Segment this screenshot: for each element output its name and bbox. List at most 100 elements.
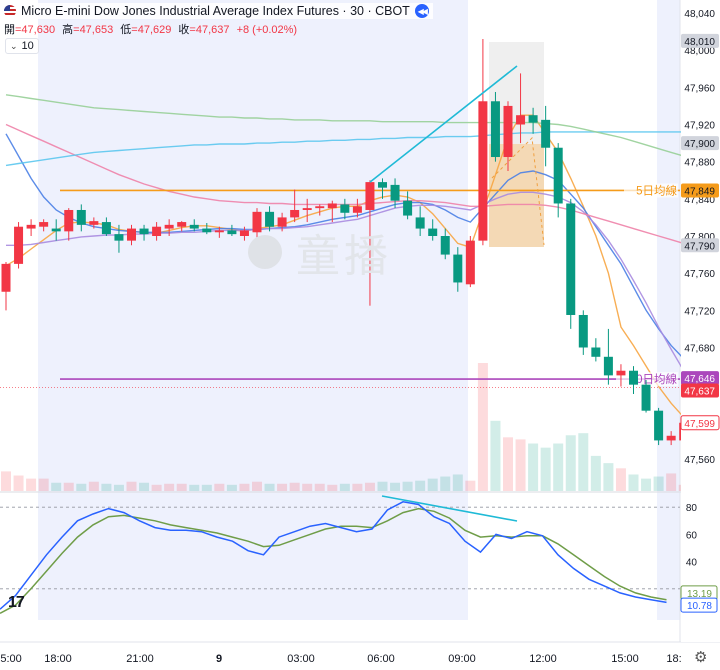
price-axis[interactable]: 48,04048,00047,96047,92047,88047,84047,8… <box>680 0 720 642</box>
close-key: 收 <box>178 24 190 36</box>
candle <box>415 217 425 229</box>
candle <box>591 347 601 357</box>
candle <box>503 105 513 158</box>
candle <box>616 370 626 376</box>
low-value: =47,629 <box>131 24 172 36</box>
high-key: 高 <box>62 24 74 36</box>
time-tick-label: 12:00 <box>529 653 557 665</box>
price-label: 47,900 <box>684 139 715 150</box>
gear-icon[interactable]: ⚙ <box>694 649 708 666</box>
volume-bar <box>26 478 37 491</box>
candle <box>239 230 249 236</box>
candle <box>139 228 149 235</box>
volume-bar <box>339 483 350 491</box>
time-axis[interactable]: 15:00 18:00 21:00 9 03:00 06:00 09:00 12:00 15:0… <box>0 653 682 665</box>
level-label: 5日均線 <box>636 183 677 197</box>
volume-bar <box>477 363 488 491</box>
volume-bar <box>126 481 137 491</box>
candle <box>164 224 174 229</box>
volume-bar <box>528 443 539 491</box>
candle <box>127 228 136 241</box>
volume-bar <box>364 482 375 491</box>
candle <box>390 184 400 201</box>
symbol-header[interactable]: Micro E-mini Dow Jones Industrial Averag… <box>4 3 433 19</box>
stoch-d-line <box>0 507 667 614</box>
price-label-bg <box>681 371 719 386</box>
price-tick-label: 48,040 <box>684 9 715 20</box>
stoch-tick-label: 80 <box>686 503 698 514</box>
volume-bar <box>13 475 24 491</box>
level-label: 10日均線 <box>630 372 678 386</box>
volume-bar <box>578 433 589 491</box>
volume-bar <box>377 481 388 491</box>
candle <box>101 222 111 235</box>
volume-bar <box>176 483 187 491</box>
volume-bar <box>264 483 275 491</box>
candle <box>541 119 551 148</box>
price-label: 47,646 <box>684 374 715 385</box>
candle <box>89 221 99 225</box>
volume-bar <box>352 483 363 491</box>
candle <box>352 206 362 213</box>
time-tick-label: 15:00 <box>611 653 639 665</box>
price-label: 47,599 <box>684 419 715 430</box>
candle <box>603 356 613 376</box>
candle <box>666 435 676 441</box>
candle <box>290 209 300 218</box>
candle <box>528 115 538 123</box>
drawings[interactable] <box>369 65 545 246</box>
indicator-collapse-button[interactable]: ⌄ 10 <box>5 38 39 54</box>
volume-bar <box>390 482 401 491</box>
volume-bar <box>226 484 237 491</box>
high-value: =47,653 <box>73 24 114 36</box>
volume-bar <box>440 476 451 491</box>
moving-average-line <box>5 94 684 157</box>
moving-average-line <box>5 131 684 167</box>
price-label: 47,637 <box>684 386 715 397</box>
price-axis-bg <box>681 0 720 642</box>
volume-bar <box>189 484 200 491</box>
price-tick-label: 48,000 <box>684 46 715 57</box>
candle <box>39 222 49 227</box>
volume-bar <box>653 476 664 491</box>
symbol-title[interactable]: Micro E-mini Dow Jones Industrial Averag… <box>21 4 410 18</box>
watermark-logo-icon <box>248 235 282 269</box>
level-label-bg <box>624 183 678 198</box>
volume-bar <box>101 483 112 491</box>
candle <box>51 228 61 232</box>
stoch-tick-label: 40 <box>686 558 698 569</box>
price-label-bg <box>681 183 719 198</box>
candle <box>340 204 350 213</box>
volume-bar <box>164 483 175 491</box>
low-key: 低 <box>120 24 132 36</box>
gridlines <box>0 0 720 643</box>
candle <box>553 147 563 204</box>
price-label-bg <box>681 136 719 151</box>
go-to-realtime-icon[interactable]: ◀◀ <box>414 4 429 18</box>
candle <box>516 115 526 125</box>
price-tick-label: 47,960 <box>684 83 715 94</box>
volume-bar <box>503 437 513 491</box>
watermark-text: 童播 <box>296 232 392 281</box>
volume-bar <box>139 482 150 491</box>
candle <box>277 217 287 227</box>
candle <box>453 254 463 283</box>
candle <box>327 203 337 209</box>
trend-line <box>369 65 518 183</box>
volume-bar <box>515 439 526 491</box>
volume-bar <box>277 483 288 491</box>
price-label-bg <box>681 238 719 253</box>
candle <box>465 240 475 285</box>
candle <box>365 182 375 210</box>
volume-bar <box>38 478 49 491</box>
candle <box>302 208 312 210</box>
volume-bar <box>239 483 250 491</box>
price-tick-label: 47,680 <box>684 344 715 355</box>
candle <box>114 234 124 241</box>
candle <box>202 228 212 233</box>
candle <box>428 228 438 236</box>
price-label-bg <box>681 383 719 398</box>
volume-bar <box>76 483 87 491</box>
tradingview-logo[interactable]: 17 <box>8 594 25 611</box>
